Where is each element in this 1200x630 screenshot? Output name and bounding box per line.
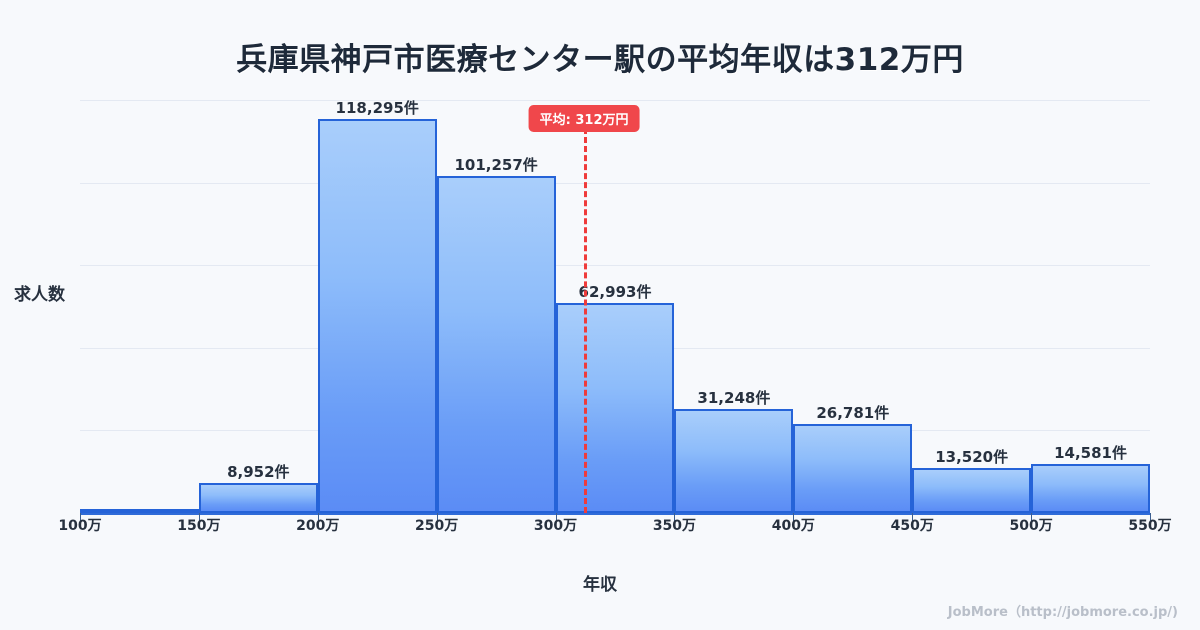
bar-value-label: 13,520件 [935, 447, 1009, 466]
bar[interactable] [436, 175, 556, 513]
x-axis-line [80, 513, 1150, 515]
x-tick-mark [912, 513, 914, 522]
x-tick-mark [674, 513, 676, 522]
x-tick-mark [317, 513, 319, 522]
bar-value-label: 31,248件 [697, 388, 771, 407]
bar[interactable] [793, 423, 913, 513]
bar[interactable] [317, 119, 437, 513]
x-tick-mark [1031, 513, 1033, 522]
bar-value-label: 26,781件 [816, 403, 890, 422]
chart-title: 兵庫県神戸市医療センター駅の平均年収は312万円 [236, 42, 964, 78]
average-badge: 平均: 312万円 [528, 105, 640, 132]
y-axis-title: 求人数 [14, 285, 65, 305]
bar-value-label: 8,952件 [227, 463, 290, 482]
gridline [80, 100, 1150, 101]
x-tick-label: 250万 [415, 518, 459, 534]
gridline [80, 265, 1150, 267]
gridline [80, 182, 1150, 184]
bar[interactable] [555, 303, 675, 513]
bar-value-label: 118,295件 [335, 99, 419, 117]
average-line [584, 128, 588, 513]
bar-value-label: 14,581件 [1054, 444, 1127, 463]
bar[interactable] [198, 483, 318, 513]
x-tick-mark [793, 513, 795, 522]
x-tick-label: 100万 [58, 518, 102, 534]
x-axis-title: 年収 [583, 575, 617, 595]
x-tick-mark [436, 513, 438, 522]
x-tick-mark [198, 513, 200, 522]
watermark-footer: JobMore（http://jobmore.co.jp/) [947, 605, 1178, 620]
x-tick-label: 400万 [771, 518, 815, 534]
x-tick-mark [80, 513, 81, 522]
x-tick-mark [555, 513, 557, 522]
bar[interactable] [912, 467, 1032, 513]
x-tick-label: 550万 [1128, 518, 1172, 534]
bar[interactable] [80, 509, 199, 513]
x-tick-label: 350万 [652, 518, 697, 534]
x-tick-label: 200万 [296, 518, 340, 534]
bar-value-label: 101,257件 [454, 155, 538, 174]
x-tick-mark [1150, 513, 1151, 522]
x-tick-label: 150万 [177, 518, 221, 534]
bar-value-label: 62,993件 [578, 283, 652, 302]
x-tick-label: 500万 [1009, 518, 1053, 534]
bar[interactable] [1031, 464, 1150, 513]
x-tick-label: 450万 [890, 518, 934, 534]
bar[interactable] [674, 408, 794, 513]
x-tick-label: 300万 [533, 518, 578, 534]
